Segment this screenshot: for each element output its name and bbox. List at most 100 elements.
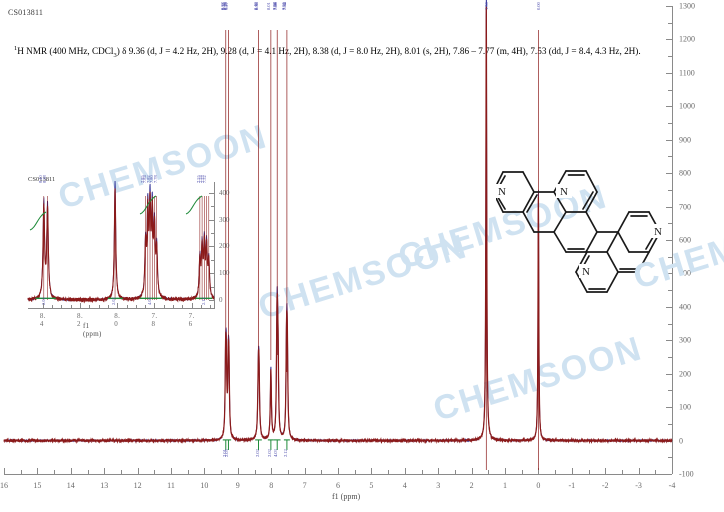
inset-y-tick-label: 200 — [219, 242, 230, 251]
solvent-subscript: 3 — [113, 51, 117, 59]
main-y-tick-minor — [668, 423, 672, 425]
main-y-tick-minor — [668, 390, 672, 392]
main-y-tick-label: 800 — [679, 168, 691, 178]
main-primary-trace — [3, 6, 673, 445]
main-x-tick-label: 11 — [167, 481, 175, 490]
inset-x-tick-label: 8. 0 — [114, 312, 121, 328]
structure-atom-label-n4: N — [582, 266, 590, 278]
main-x-tick — [237, 468, 239, 474]
main-x-tick-label: -4 — [668, 481, 676, 490]
main-y-tick-minor — [668, 457, 672, 459]
main-y-tick-minor — [668, 256, 672, 258]
inset-peak-shift-label: 7.52 — [201, 175, 207, 183]
inset-x-tick — [154, 303, 156, 308]
main-x-tick-minor — [454, 470, 456, 474]
inset-x-tick-minor — [70, 305, 72, 308]
main-y-tick — [666, 373, 672, 375]
main-x-tick-minor — [154, 470, 156, 474]
main-y-tick — [666, 173, 672, 175]
main-y-tick-minor — [668, 290, 672, 292]
inset-y-tick — [209, 299, 214, 301]
main-x-axis-title: f1 (ppm) — [332, 492, 361, 501]
main-x-tick-label: 12 — [133, 481, 142, 490]
main-x-tick-minor — [321, 470, 323, 474]
main-x-tick-label: -3 — [635, 481, 642, 490]
inset-integral-value-label: 2.02 — [40, 297, 46, 305]
inset-x-tick-minor — [89, 305, 91, 308]
main-x-tick-minor — [555, 470, 557, 474]
inset-x-tick-minor — [145, 305, 147, 308]
main-y-tick-label: -100 — [679, 469, 694, 479]
inset-y-tick-minor — [211, 232, 214, 234]
main-x-tick-minor — [655, 470, 657, 474]
main-x-tick-minor — [54, 470, 56, 474]
main-y-tick — [666, 39, 672, 41]
inset-y-tick — [209, 246, 214, 248]
inset-x-tick-minor — [98, 305, 100, 308]
main-y-tick — [666, 139, 672, 141]
inset-x-tick — [117, 303, 119, 308]
main-y-tick-label: 1000 — [679, 101, 695, 111]
structure-atom-label-n1: N — [560, 186, 568, 198]
main-x-tick-label: 9 — [235, 481, 240, 490]
inset-integral-riser — [139, 195, 157, 215]
main-y-tick-label: 1300 — [679, 1, 695, 11]
main-x-tick — [271, 468, 273, 474]
inset-x-tick-minor — [200, 305, 202, 308]
main-x-tick-label: 8 — [269, 481, 274, 490]
assignment-prefix: H NMR (400 MHz, CDCl — [17, 46, 114, 57]
main-y-tick-label: 300 — [679, 335, 691, 345]
main-y-tick-label: 600 — [679, 235, 691, 245]
main-x-tick-label: 2 — [469, 481, 474, 490]
main-x-tick-minor — [20, 470, 22, 474]
inset-x-tick-minor — [182, 305, 184, 308]
main-y-tick-label: 500 — [679, 268, 691, 278]
main-x-tick-minor — [354, 470, 356, 474]
inset-primary-trace — [27, 188, 215, 304]
main-x-tick-label: 7 — [302, 481, 307, 490]
main-y-tick-minor — [668, 223, 672, 225]
main-x-tick — [571, 468, 573, 474]
main-y-axis-line — [672, 6, 673, 474]
main-x-tick-label: 5 — [369, 481, 374, 490]
main-y-tick-minor — [668, 22, 672, 24]
inset-x-tick — [80, 303, 82, 308]
main-y-tick — [666, 306, 672, 308]
nmr-assignment-text: 1H NMR (400 MHz, CDCl3) δ 9.36 (d, J = 4… — [14, 45, 641, 59]
main-x-tick — [204, 468, 206, 474]
main-x-tick-minor — [488, 470, 490, 474]
main-x-tick — [672, 468, 673, 474]
main-x-tick-label: 15 — [33, 481, 42, 490]
main-x-tick — [4, 468, 5, 474]
molecular-structure: N N N N — [496, 170, 662, 293]
inset-y-tick-label: 0 — [219, 295, 223, 304]
inset-y-tick-label: 100 — [219, 269, 230, 278]
inset-integral-riser — [29, 211, 47, 231]
main-y-tick-label: 1100 — [679, 68, 695, 78]
main-x-tick — [171, 468, 172, 474]
main-x-tick-minor — [87, 470, 89, 474]
main-y-tick — [666, 72, 672, 74]
main-y-tick — [666, 106, 672, 108]
nucleus-superscript: 1 — [14, 45, 18, 52]
main-x-tick-minor — [221, 470, 223, 474]
inset-x-tick-minor — [52, 305, 54, 308]
inset-integral-riser — [185, 195, 203, 215]
inset-x-tick-minor — [173, 305, 175, 308]
main-x-tick — [37, 468, 39, 474]
main-y-tick — [666, 474, 672, 475]
main-x-tick — [104, 468, 106, 474]
main-x-tick-minor — [621, 470, 623, 474]
main-x-tick-label: 6 — [336, 481, 340, 490]
inset-x-tick-minor — [126, 305, 128, 308]
main-y-tick — [666, 340, 672, 342]
main-x-tick-label: 16 — [0, 481, 8, 490]
main-y-tick-label: 400 — [679, 302, 691, 312]
inset-x-tick-minor — [135, 305, 137, 308]
main-x-tick-label: 0 — [536, 481, 541, 490]
main-x-tick-label: 10 — [200, 481, 209, 490]
inset-x-tick-minor — [210, 305, 212, 308]
